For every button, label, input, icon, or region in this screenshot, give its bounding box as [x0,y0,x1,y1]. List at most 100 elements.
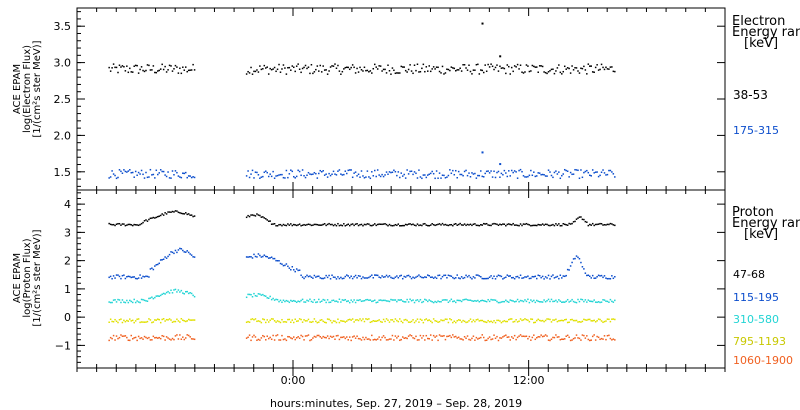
proton-data-point [334,338,336,341]
proton-data-point [460,338,463,340]
proton-data-point [335,278,338,280]
proton-data-point [449,274,451,277]
electron-data-point [254,70,257,73]
proton-data-point [365,336,367,339]
proton-data-point [474,320,476,323]
electron-data-point [180,72,183,75]
proton-data-point [332,276,335,278]
proton-data-point [134,277,137,280]
proton-data-point [301,224,304,227]
electron-data-point [131,71,134,73]
proton-data-point [446,299,448,301]
proton-data-point [381,223,383,226]
proton-data-point [262,255,264,258]
electron-data-point [450,172,453,175]
proton-data-point [130,334,133,337]
proton-data-point [371,224,373,227]
proton-data-point [599,338,601,341]
proton-data-point [270,338,273,341]
proton-data-point [459,277,461,280]
proton-data-point [455,223,457,225]
proton-legend-entry-2: 115-195 [733,291,779,304]
electron-data-point [174,170,177,172]
proton-data-point [478,320,481,322]
proton-data-point [310,338,313,341]
proton-data-point [353,335,355,337]
electron-data-point [549,70,551,72]
proton-data-point [612,318,615,320]
proton-data-point [123,274,125,276]
proton-data-point [151,321,153,324]
electron-data-point [192,176,194,178]
proton-data-point [499,301,501,304]
proton-data-point [177,249,180,251]
proton-data-point [379,299,382,301]
electron-data-point [459,67,461,70]
proton-data-point [379,339,382,341]
electron-data-point [487,63,489,66]
electron-data-point [369,177,372,180]
electron-data-point [331,173,333,176]
electron-data-point [409,64,411,66]
proton-data-point [279,262,282,265]
electron-data-point [596,64,598,66]
electron-data-point [524,71,526,73]
proton-data-point [298,337,301,340]
proton-data-point [375,224,377,227]
proton-data-point [558,277,560,280]
proton-data-point [465,224,467,227]
proton-data-point [142,275,144,278]
proton-data-point [614,275,616,278]
proton-data-point [287,318,289,321]
proton-data-point [409,275,411,278]
proton-data-point [488,321,491,323]
proton-data-point [496,335,498,338]
proton-series-0 [108,210,616,227]
electron-data-point [118,169,121,171]
electron-data-point [334,63,336,65]
proton-data-point [117,337,119,340]
proton-data-point [306,335,308,337]
proton-data-point [558,336,560,338]
proton-data-point [174,288,177,291]
proton-data-point [387,319,389,322]
proton-data-point [171,321,174,323]
electron-data-point [404,177,407,179]
proton-data-point [450,319,453,321]
proton-data-point [348,318,351,321]
proton-data-point [505,299,507,302]
electron-data-point [612,173,615,175]
proton-data-point [455,301,457,304]
proton-data-point [437,339,439,342]
proton-data-point [593,319,595,322]
electron-data-point [543,174,545,176]
proton-data-point [444,274,447,277]
electron-data-point [407,173,410,175]
proton-data-point [162,335,165,338]
proton-data-point [427,337,429,340]
electron-data-point [518,68,520,70]
electron-data-point [500,67,503,69]
electron-data-point [457,170,460,173]
proton-data-point [528,277,531,280]
proton-data-point [419,275,422,278]
proton-data-point [611,318,613,320]
proton-data-point [399,275,401,277]
proton-data-point [509,275,511,277]
electron-data-point [583,65,585,68]
electron-data-point [537,71,539,73]
proton-data-point [155,216,158,219]
electron-data-point [375,66,377,68]
proton-data-point [158,336,160,339]
proton-data-point [387,224,389,227]
proton-data-point [421,319,423,321]
electron-data-point [611,66,613,68]
electron-data-point [273,177,276,179]
proton-ytick-label: −1 [55,339,71,352]
electron-data-point [109,70,112,72]
electron-data-point [434,68,436,70]
proton-data-point [137,318,140,320]
proton-data-point [496,319,498,322]
proton-data-point [503,223,506,225]
electron-data-point [338,169,341,171]
